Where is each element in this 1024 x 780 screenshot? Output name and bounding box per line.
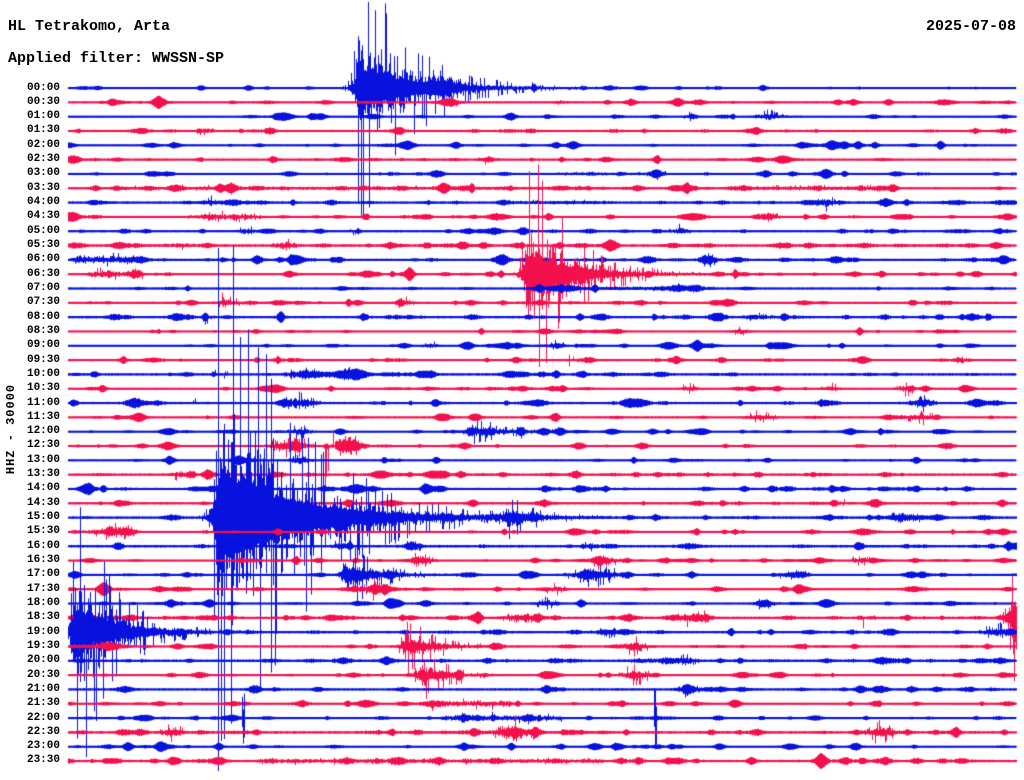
time-label: 18:30 (26, 611, 60, 624)
time-label: 12:30 (26, 439, 60, 452)
time-label: 13:00 (26, 453, 60, 466)
time-label: 14:00 (26, 482, 60, 495)
time-label: 19:30 (26, 639, 60, 652)
time-label: 17:30 (26, 582, 60, 595)
time-label: 02:00 (26, 138, 60, 151)
time-label: 21:30 (26, 697, 60, 710)
time-label: 00:30 (26, 95, 60, 108)
filter-label: Applied filter: WWSSN-SP (8, 50, 225, 67)
time-label: 22:30 (26, 725, 60, 738)
time-label: 16:00 (26, 539, 60, 552)
time-label: 18:00 (26, 596, 60, 609)
time-label: 07:30 (26, 296, 60, 309)
time-label: 12:00 (26, 425, 60, 438)
date-label: 2025-07-08 (925, 18, 1016, 35)
station-title: HL Tetrakomo, Arta (8, 18, 171, 35)
time-label: 17:00 (26, 568, 60, 581)
time-label: 13:30 (26, 468, 60, 481)
time-label: 11:00 (26, 396, 60, 409)
time-label: 06:00 (26, 253, 60, 266)
time-label: 16:30 (26, 554, 60, 567)
time-label: 05:30 (26, 239, 60, 251)
time-label: 01:30 (26, 124, 60, 137)
time-label: 06:30 (26, 267, 60, 280)
time-label: 03:30 (26, 181, 60, 194)
time-label: 04:00 (26, 196, 60, 209)
time-label: 08:00 (26, 310, 60, 323)
time-label: 22:00 (26, 711, 60, 724)
time-label: 10:00 (26, 367, 60, 380)
time-label: 00:00 (26, 81, 60, 94)
time-label: 23:00 (26, 740, 60, 753)
time-label: 08:30 (26, 324, 60, 337)
time-label: 20:30 (26, 668, 60, 681)
time-label: 07:00 (26, 281, 60, 294)
time-label: 15:00 (26, 511, 60, 524)
time-label: 03:00 (26, 167, 60, 180)
time-label: 05:00 (26, 224, 60, 237)
time-label: 09:00 (26, 339, 60, 352)
time-label: 23:30 (26, 754, 60, 767)
time-label: 19:00 (26, 625, 60, 638)
time-label: 15:30 (26, 525, 60, 538)
time-label: 04:30 (26, 210, 60, 223)
time-label: 14:30 (26, 496, 60, 509)
time-labels: 00:00 00:30 01:00 01:30 02:00 02:30 03:00 03:30… (0, 0, 61, 780)
time-label: 02:30 (26, 153, 60, 166)
time-label: 10:30 (26, 382, 60, 395)
time-label: 09:30 (26, 353, 60, 366)
time-label: 11:30 (26, 410, 60, 423)
time-label: 20:00 (26, 654, 60, 667)
time-label: 01:00 (26, 110, 60, 123)
time-label: 21:00 (26, 682, 60, 695)
